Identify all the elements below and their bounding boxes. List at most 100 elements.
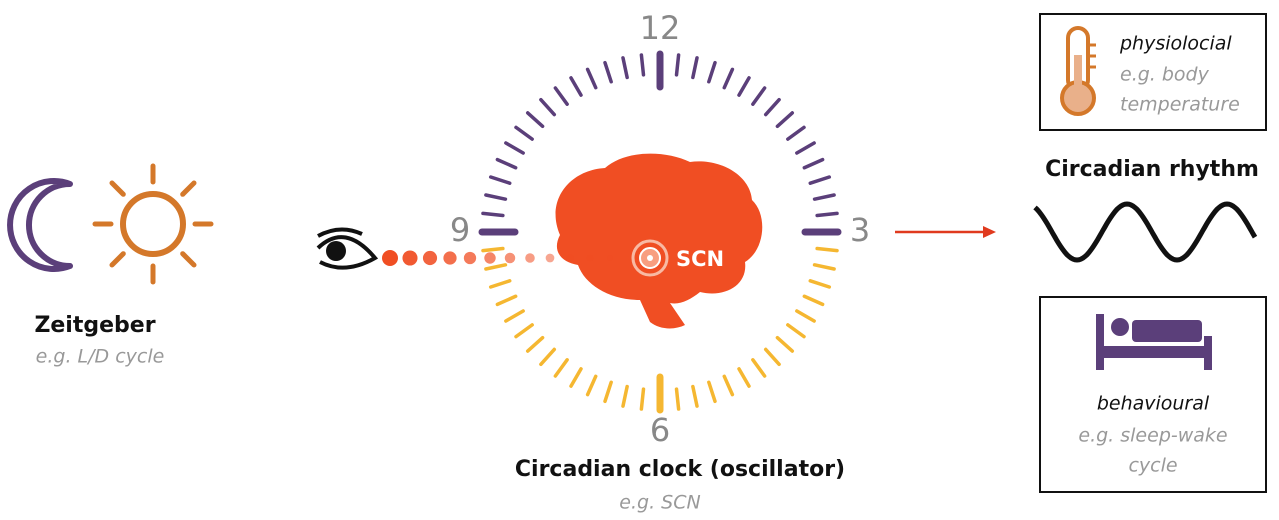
clock-tick: [777, 338, 792, 351]
clock-tick: [623, 387, 627, 407]
rhythm-title: Circadian rhythm: [1045, 157, 1259, 182]
clock-tick: [709, 63, 715, 82]
clock-tick: [788, 325, 804, 337]
eye-lid: [318, 229, 362, 236]
page: { "zeitgeber": {"title": "Zeitgeber", "e…: [0, 0, 1279, 520]
brain-icon: [556, 154, 763, 329]
bed-head: [1096, 314, 1104, 370]
clock-tick: [555, 360, 567, 376]
signal-dot: [566, 254, 574, 262]
clock-tick: [804, 296, 822, 304]
signal-dot: [464, 252, 476, 264]
signal-dot: [505, 253, 516, 264]
clock-tick: [766, 100, 779, 115]
clock-tick: [506, 311, 523, 321]
diagram: Zeitgeber e.g. L/D cycle SCN 12 3 6 9 Ci…: [0, 0, 1279, 520]
clock-tick: [804, 160, 822, 168]
clock-tick: [571, 78, 581, 95]
thermometer-level: [1074, 55, 1082, 95]
clock-tick: [815, 195, 835, 199]
clock-tick: [491, 177, 510, 183]
clock-tick: [815, 265, 835, 269]
clock-title: Circadian clock (oscillator): [515, 457, 845, 482]
clock-tick: [677, 55, 679, 75]
moon-icon: [10, 181, 70, 269]
physiological-example: e.g. body: [1120, 64, 1210, 86]
clock-tick: [677, 389, 679, 409]
clock-tick: [788, 127, 804, 139]
physiological-title: physiolocial: [1119, 33, 1232, 55]
clock-number: 6: [650, 411, 670, 449]
zeitgeber-title: Zeitgeber: [34, 313, 155, 338]
clock-tick: [724, 69, 732, 87]
eye-icon: [318, 229, 375, 267]
clock-tick: [623, 58, 627, 78]
clock-tick: [588, 69, 596, 87]
sun-ray: [183, 254, 194, 265]
clock-tick: [491, 281, 510, 287]
clock-tick: [693, 58, 697, 78]
signal-dot: [382, 250, 398, 266]
signal-dot: [525, 253, 535, 263]
clock-tick: [797, 143, 814, 153]
clock-tick: [483, 213, 503, 215]
clock-tick: [555, 88, 567, 104]
clock-tick: [605, 382, 611, 401]
clock-number: 12: [640, 9, 681, 47]
clock-tick: [724, 376, 732, 394]
clock-tick: [497, 296, 515, 304]
clock-tick: [486, 265, 506, 269]
physiological-example: temperature: [1120, 94, 1240, 116]
sun-disc: [123, 194, 183, 254]
clock-example: e.g. SCN: [619, 492, 700, 514]
zeitgeber-example: e.g. L/D cycle: [36, 346, 165, 368]
clock-tick: [516, 325, 532, 337]
eye-pupil: [326, 241, 346, 261]
clock-tick: [777, 113, 792, 126]
clock-tick: [541, 100, 554, 115]
behavioural-example: cycle: [1128, 455, 1177, 477]
clock-tick: [641, 389, 643, 409]
bed-person-head: [1111, 318, 1129, 336]
signal-dot: [484, 252, 495, 263]
clock-number: 3: [850, 211, 870, 249]
clock-tick: [817, 213, 837, 215]
clock-tick: [810, 281, 829, 287]
clock-tick: [753, 360, 765, 376]
bed-blanket: [1132, 320, 1202, 342]
clock-tick: [709, 382, 715, 401]
clock-tick: [528, 113, 543, 126]
behavioural-example: e.g. sleep-wake: [1078, 425, 1227, 447]
clock-tick: [528, 338, 543, 351]
clock-tick: [766, 349, 779, 364]
clock-tick: [739, 78, 749, 95]
behavioural-title: behavioural: [1097, 393, 1210, 415]
clock-tick: [486, 195, 506, 199]
signal-dot: [402, 250, 417, 265]
clock-tick: [571, 369, 581, 386]
sun-ray: [112, 183, 123, 194]
signal-dot: [423, 251, 437, 265]
arrow-head: [983, 226, 996, 238]
sun-icon: [95, 166, 211, 282]
sun-ray: [183, 183, 194, 194]
signal-dot: [546, 254, 555, 263]
signal-dot: [587, 255, 594, 262]
clock-tick: [739, 369, 749, 386]
clock-tick: [506, 143, 523, 153]
clock-tick: [753, 88, 765, 104]
clock-tick: [588, 376, 596, 394]
clock-tick: [516, 127, 532, 139]
signal-dot: [607, 255, 613, 261]
clock-tick: [605, 63, 611, 82]
clock-tick: [693, 387, 697, 407]
clock-tick: [641, 55, 643, 75]
clock-tick: [810, 177, 829, 183]
bed-frame: [1096, 346, 1212, 358]
sun-ray: [112, 254, 123, 265]
clock-tick: [541, 349, 554, 364]
rhythm-wave: [1035, 204, 1255, 260]
signal-dot: [443, 251, 456, 264]
clock-number: 9: [450, 211, 470, 249]
scn-label: SCN: [676, 247, 724, 271]
